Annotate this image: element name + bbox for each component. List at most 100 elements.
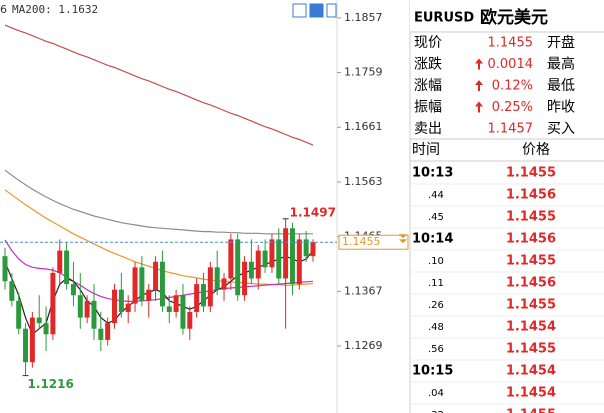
candle-body — [276, 239, 282, 279]
candle-body — [146, 289, 152, 301]
candle-body — [255, 250, 261, 279]
y-tick-label: 1.1367 — [344, 284, 383, 297]
indicator-label: MA200: 1.1632 — [12, 3, 98, 16]
tick-time: .26 — [428, 300, 444, 311]
candle-body — [194, 284, 200, 312]
tick-price: 1.1455 — [506, 210, 556, 225]
column-header: 价格 — [522, 142, 550, 158]
candle-body — [187, 311, 193, 329]
up-arrow — [475, 80, 483, 91]
quote-label: 昨收 — [547, 100, 575, 116]
tool-button[interactable] — [326, 3, 337, 18]
candle-body — [2, 256, 8, 282]
tool-button[interactable] — [309, 3, 324, 18]
candle-body — [77, 295, 83, 318]
tick-time: .11 — [428, 278, 444, 289]
candle-body — [91, 300, 97, 329]
candle-body — [166, 306, 172, 312]
column-header: 时间 — [412, 142, 440, 158]
tick-price: 1.1454 — [506, 364, 556, 379]
tick-price: 1.1456 — [506, 276, 556, 291]
tick-time: .45 — [428, 212, 444, 223]
tick-time: .32 — [428, 410, 444, 413]
candle-body — [70, 284, 76, 296]
tick-price: 1.1456 — [506, 232, 556, 247]
quote-header — [410, 0, 604, 32]
tick-time: .48 — [428, 322, 444, 333]
tick-price: 1.1455 — [506, 254, 556, 269]
tick-time: .56 — [428, 344, 444, 355]
up-arrow — [475, 101, 483, 113]
y-tick-label: 1.1857 — [344, 11, 383, 24]
candle-body — [248, 261, 254, 279]
candle-body — [303, 239, 309, 257]
tick-price: 1.1454 — [506, 386, 556, 401]
candle-body — [289, 228, 295, 285]
candle-body — [269, 239, 275, 268]
candle-body — [214, 267, 220, 290]
candle-body — [9, 281, 15, 301]
quote-label: 涨幅 — [414, 78, 442, 94]
candle-body — [132, 267, 138, 304]
high-label: 1.1497 — [290, 205, 336, 219]
candle-body — [112, 289, 118, 324]
candle-body — [36, 317, 42, 324]
candle-body — [180, 295, 186, 329]
y-tick-label: 1.1563 — [344, 175, 383, 188]
candle-body — [50, 272, 56, 335]
candle-body — [283, 228, 289, 279]
tick-price: 1.1455 — [506, 298, 556, 313]
candle-body — [118, 289, 124, 312]
candle-body — [262, 250, 268, 268]
symbol: EURUSD — [414, 11, 474, 26]
tick-time: .04 — [428, 388, 444, 399]
symbol-name: 欧元美元 — [480, 7, 548, 28]
tick-price: 1.1455 — [506, 166, 556, 181]
tick-time: 10:15 — [412, 364, 453, 379]
candle-body — [153, 261, 159, 290]
candle-body — [228, 239, 234, 279]
tick-time: 10:14 — [412, 232, 453, 247]
candle-body — [64, 250, 70, 285]
candle-body — [173, 295, 179, 312]
candle-body — [310, 242, 316, 257]
tick-price: 1.1456 — [506, 188, 556, 203]
candle-body — [200, 284, 206, 307]
candle-body — [98, 328, 104, 340]
tool-button[interactable] — [292, 3, 307, 18]
ma-line — [4, 24, 314, 146]
chart-tools[interactable] — [292, 3, 337, 18]
tick-time: .44 — [428, 190, 444, 201]
candle-body — [207, 267, 213, 307]
tick-time: 10:13 — [412, 166, 453, 181]
indicator-prefix: 6 — [0, 3, 7, 16]
y-tick-label: 1.1661 — [344, 120, 383, 133]
ma-line — [4, 169, 313, 235]
quote-value: 1.1457 — [488, 122, 534, 137]
candle-body — [221, 278, 227, 290]
candle-body — [57, 250, 63, 273]
candle-body — [139, 267, 145, 301]
quote-value: 0.12% — [492, 79, 533, 94]
candle-body — [242, 261, 248, 296]
y-tick-label: 1.1759 — [344, 66, 383, 79]
candle-body — [125, 303, 131, 312]
quote-label: 涨跌 — [414, 57, 442, 73]
candle-body — [16, 300, 22, 329]
candle-body — [23, 328, 29, 363]
quote-label: 卖出 — [414, 121, 442, 137]
quote-label: 最低 — [547, 78, 575, 94]
quote-label: 最高 — [547, 56, 575, 73]
candle-body — [235, 239, 241, 296]
tick-price: 1.1455 — [506, 408, 556, 413]
quote-label: 振幅 — [414, 100, 442, 116]
quote-value: 0.0014 — [488, 57, 534, 72]
quote-label: 开盘 — [547, 34, 575, 51]
tick-price: 1.1455 — [506, 342, 556, 357]
low-label: 1.1216 — [28, 377, 74, 391]
quote-label: 现价 — [414, 35, 442, 51]
last-price-label: 1.1455 — [342, 235, 381, 248]
tick-price: 1.1454 — [506, 320, 556, 335]
